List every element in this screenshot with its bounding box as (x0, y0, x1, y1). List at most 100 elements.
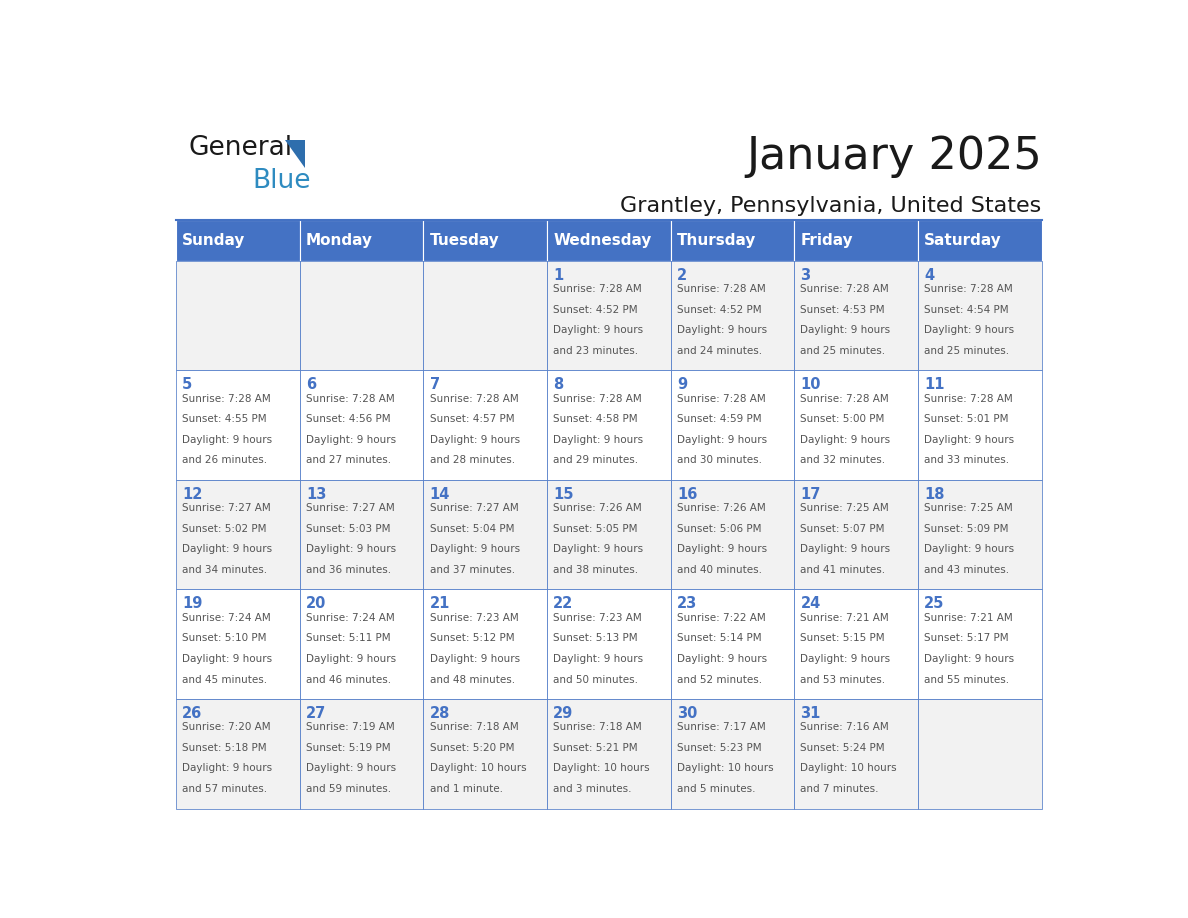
Text: Daylight: 9 hours: Daylight: 9 hours (554, 654, 644, 664)
Text: Daylight: 9 hours: Daylight: 9 hours (801, 325, 891, 335)
Text: Sunset: 5:23 PM: Sunset: 5:23 PM (677, 743, 762, 753)
Text: Daylight: 9 hours: Daylight: 9 hours (430, 654, 519, 664)
Text: 18: 18 (924, 487, 944, 502)
Text: Daylight: 9 hours: Daylight: 9 hours (430, 544, 519, 554)
Text: 26: 26 (182, 706, 202, 721)
Text: Daylight: 9 hours: Daylight: 9 hours (554, 325, 644, 335)
Text: General: General (188, 135, 292, 161)
Bar (918, 589, 1042, 699)
Text: Sunset: 5:01 PM: Sunset: 5:01 PM (924, 414, 1009, 424)
Text: Sunset: 5:00 PM: Sunset: 5:00 PM (801, 414, 885, 424)
Text: and 32 minutes.: and 32 minutes. (801, 455, 885, 465)
Text: Sunrise: 7:21 AM: Sunrise: 7:21 AM (924, 612, 1013, 622)
Text: Sunrise: 7:22 AM: Sunrise: 7:22 AM (677, 612, 765, 622)
Text: Daylight: 9 hours: Daylight: 9 hours (182, 435, 272, 445)
Text: 12: 12 (182, 487, 203, 502)
Bar (423, 219, 546, 261)
Text: and 38 minutes.: and 38 minutes. (554, 565, 638, 575)
Text: 17: 17 (801, 487, 821, 502)
Text: Sunset: 5:02 PM: Sunset: 5:02 PM (182, 524, 267, 533)
Text: Sunset: 5:06 PM: Sunset: 5:06 PM (677, 524, 762, 533)
Text: Sunset: 5:18 PM: Sunset: 5:18 PM (182, 743, 267, 753)
Text: 9: 9 (677, 377, 687, 392)
Text: 31: 31 (801, 706, 821, 721)
Bar (176, 480, 299, 589)
Text: and 26 minutes.: and 26 minutes. (182, 455, 267, 465)
Text: 28: 28 (430, 706, 450, 721)
Text: and 53 minutes.: and 53 minutes. (801, 675, 885, 685)
Text: Daylight: 9 hours: Daylight: 9 hours (307, 654, 396, 664)
Text: and 40 minutes.: and 40 minutes. (677, 565, 762, 575)
Text: and 33 minutes.: and 33 minutes. (924, 455, 1010, 465)
Text: Thursday: Thursday (677, 233, 757, 248)
Text: 22: 22 (554, 597, 574, 611)
Text: Sunset: 4:56 PM: Sunset: 4:56 PM (307, 414, 391, 424)
Bar (423, 261, 546, 370)
Text: 29: 29 (554, 706, 574, 721)
Text: and 45 minutes.: and 45 minutes. (182, 675, 267, 685)
Text: and 57 minutes.: and 57 minutes. (182, 784, 267, 794)
Text: Sunset: 4:59 PM: Sunset: 4:59 PM (677, 414, 762, 424)
Text: 13: 13 (307, 487, 327, 502)
Text: and 43 minutes.: and 43 minutes. (924, 565, 1010, 575)
Text: and 30 minutes.: and 30 minutes. (677, 455, 762, 465)
Text: and 55 minutes.: and 55 minutes. (924, 675, 1010, 685)
Text: Sunrise: 7:28 AM: Sunrise: 7:28 AM (801, 284, 890, 294)
Text: and 41 minutes.: and 41 minutes. (801, 565, 885, 575)
Text: Sunset: 5:09 PM: Sunset: 5:09 PM (924, 524, 1009, 533)
Text: Sunrise: 7:25 AM: Sunrise: 7:25 AM (801, 503, 890, 513)
Text: Friday: Friday (801, 233, 853, 248)
Text: Sunrise: 7:19 AM: Sunrise: 7:19 AM (307, 722, 394, 733)
Text: Daylight: 9 hours: Daylight: 9 hours (554, 544, 644, 554)
Text: Sunrise: 7:28 AM: Sunrise: 7:28 AM (182, 394, 271, 404)
Bar (299, 261, 423, 370)
Text: Saturday: Saturday (924, 233, 1001, 248)
Text: Sunset: 5:04 PM: Sunset: 5:04 PM (430, 524, 514, 533)
Text: and 25 minutes.: and 25 minutes. (924, 346, 1010, 356)
Bar (546, 480, 671, 589)
Text: Daylight: 9 hours: Daylight: 9 hours (307, 435, 396, 445)
Text: and 7 minutes.: and 7 minutes. (801, 784, 879, 794)
Text: Sunset: 5:13 PM: Sunset: 5:13 PM (554, 633, 638, 644)
Bar (546, 261, 671, 370)
Text: Daylight: 9 hours: Daylight: 9 hours (924, 325, 1015, 335)
Text: 15: 15 (554, 487, 574, 502)
Text: and 25 minutes.: and 25 minutes. (801, 346, 885, 356)
Text: Sunset: 5:20 PM: Sunset: 5:20 PM (430, 743, 514, 753)
Text: Sunrise: 7:26 AM: Sunrise: 7:26 AM (677, 503, 765, 513)
Bar (671, 261, 795, 370)
Bar (176, 219, 299, 261)
Text: Sunrise: 7:28 AM: Sunrise: 7:28 AM (430, 394, 518, 404)
Text: 20: 20 (307, 597, 327, 611)
Text: Sunrise: 7:25 AM: Sunrise: 7:25 AM (924, 503, 1013, 513)
Text: Sunset: 4:57 PM: Sunset: 4:57 PM (430, 414, 514, 424)
Text: Monday: Monday (307, 233, 373, 248)
Bar (795, 370, 918, 480)
Text: 14: 14 (430, 487, 450, 502)
Text: and 27 minutes.: and 27 minutes. (307, 455, 391, 465)
Text: Sunset: 5:15 PM: Sunset: 5:15 PM (801, 633, 885, 644)
Text: Daylight: 9 hours: Daylight: 9 hours (677, 435, 767, 445)
Bar (918, 370, 1042, 480)
Text: 25: 25 (924, 597, 944, 611)
Text: Sunset: 4:52 PM: Sunset: 4:52 PM (677, 305, 762, 315)
Text: Sunset: 5:03 PM: Sunset: 5:03 PM (307, 524, 391, 533)
Text: Daylight: 9 hours: Daylight: 9 hours (677, 325, 767, 335)
Bar (299, 219, 423, 261)
Text: Sunset: 5:05 PM: Sunset: 5:05 PM (554, 524, 638, 533)
Text: Sunrise: 7:23 AM: Sunrise: 7:23 AM (430, 612, 518, 622)
Text: January 2025: January 2025 (746, 135, 1042, 178)
Text: 4: 4 (924, 268, 934, 283)
Text: Sunset: 5:19 PM: Sunset: 5:19 PM (307, 743, 391, 753)
Bar (546, 219, 671, 261)
Text: and 5 minutes.: and 5 minutes. (677, 784, 756, 794)
Bar (176, 589, 299, 699)
Bar (671, 480, 795, 589)
Text: Sunrise: 7:28 AM: Sunrise: 7:28 AM (924, 394, 1013, 404)
Bar (918, 219, 1042, 261)
Text: Sunrise: 7:27 AM: Sunrise: 7:27 AM (182, 503, 271, 513)
Text: Daylight: 9 hours: Daylight: 9 hours (307, 764, 396, 774)
Text: Sunset: 4:53 PM: Sunset: 4:53 PM (801, 305, 885, 315)
Text: Sunset: 5:10 PM: Sunset: 5:10 PM (182, 633, 267, 644)
Text: 8: 8 (554, 377, 563, 392)
